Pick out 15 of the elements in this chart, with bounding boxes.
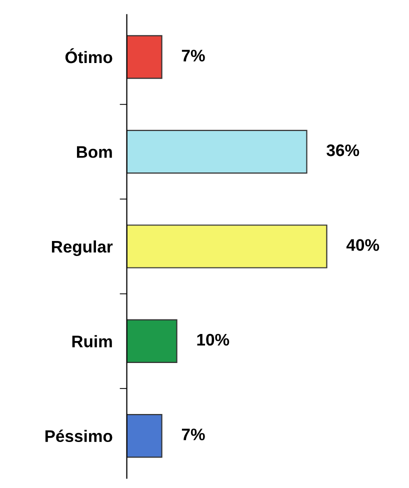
bar (126, 224, 328, 268)
y-tick-label: Ruim (72, 335, 112, 348)
bar (126, 130, 308, 174)
data-label: 40% (346, 239, 380, 251)
data-label: 7% (182, 428, 205, 440)
y-tick-label: Ótimo (65, 48, 112, 64)
y-tick-label: Bom (76, 146, 112, 158)
y-tick-label: Regular (52, 240, 113, 256)
bar (126, 35, 162, 79)
data-label: 36% (326, 144, 360, 156)
y-tick-label: Péssimo (45, 430, 112, 442)
data-label: 10% (197, 334, 230, 346)
bar (126, 319, 178, 364)
data-label: 7% (182, 50, 205, 62)
bar (126, 414, 162, 458)
